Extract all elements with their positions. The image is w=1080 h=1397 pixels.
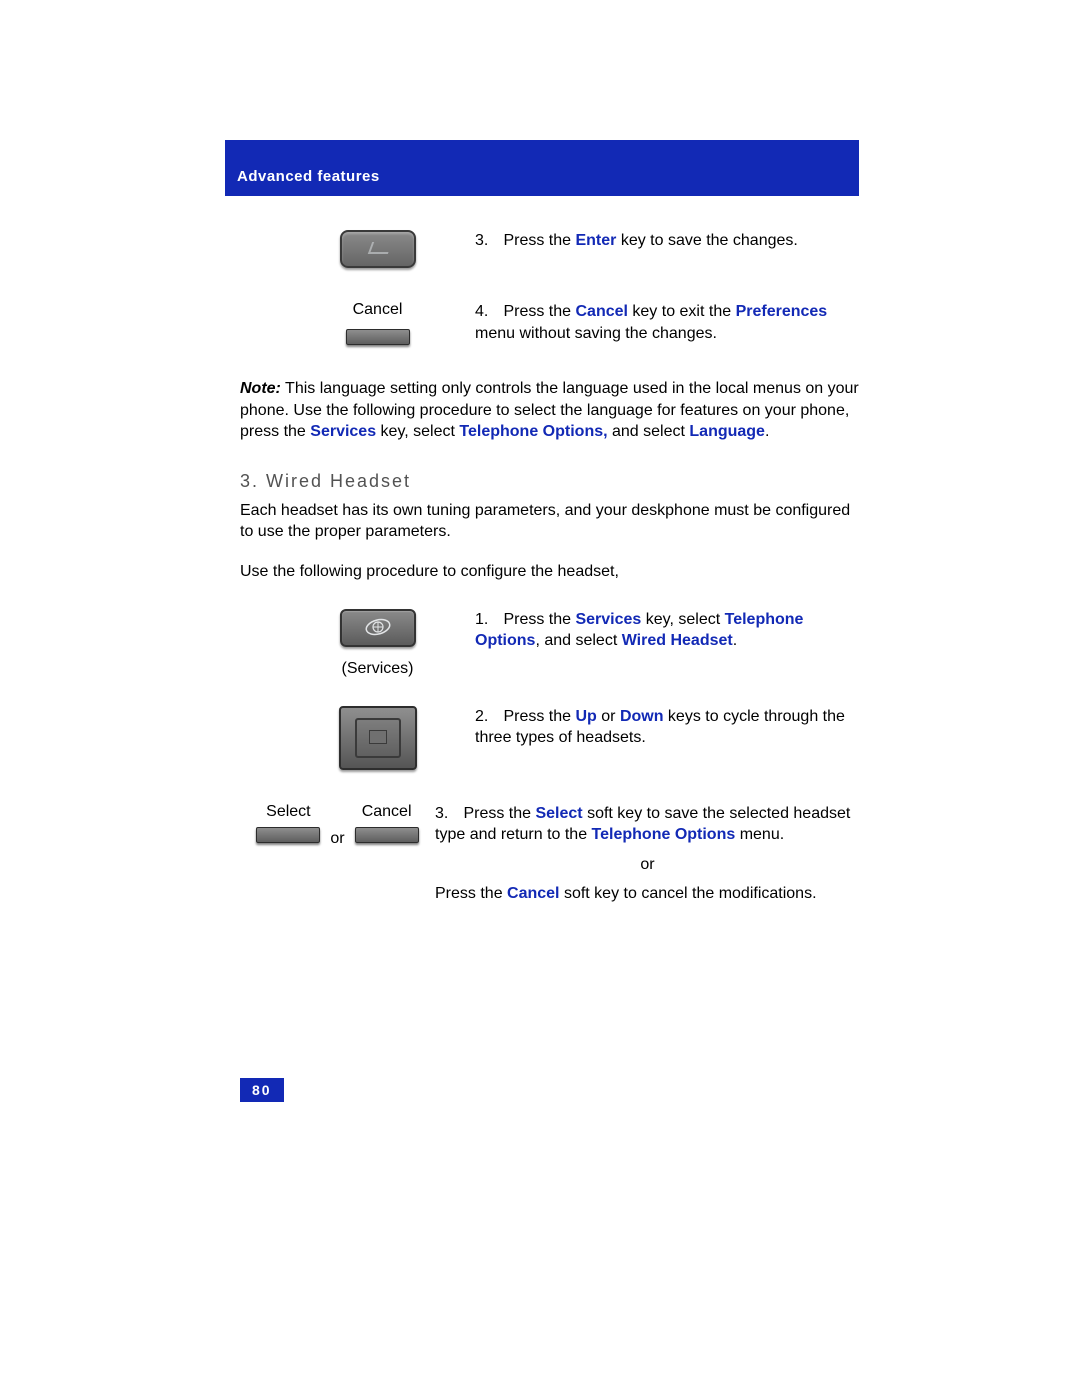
page-number: 80 [240, 1078, 284, 1102]
bstep3-menu: menu. [735, 826, 784, 843]
content-area: 3. Press the Enter key to save the chang… [240, 230, 860, 933]
step4-num: 4. [475, 301, 499, 323]
cancel-softkey-icon [346, 329, 410, 345]
bstep2-down: Down [620, 708, 664, 725]
step4-pre: Press the [503, 303, 575, 320]
bstep3-or-center: or [435, 854, 860, 876]
key-col-select-cancel: Select or Cancel [240, 803, 435, 848]
step3-pre: Press the [503, 232, 575, 249]
cancel-label2: Cancel [355, 803, 419, 821]
step4-mid: key to exit the [628, 303, 736, 320]
step-row-enter: 3. Press the Enter key to save the chang… [240, 230, 860, 273]
note-and-select: and select [608, 423, 690, 440]
step3-post: key to save the changes. [616, 232, 797, 249]
bstep3-text: 3. Press the Select soft key to save the… [435, 803, 860, 905]
bstep2-pre: Press the [503, 708, 575, 725]
bstep3-telopts: Telephone Options [592, 826, 736, 843]
bstep2-or: or [597, 708, 620, 725]
services-key-icon [340, 609, 416, 647]
header-title: Advanced features [237, 168, 380, 185]
bstep1-num: 1. [475, 609, 499, 631]
cancel-key-label: Cancel [280, 301, 475, 319]
step-row-nav: 2. Press the Up or Down keys to cycle th… [240, 706, 860, 775]
select-label: Select [256, 803, 320, 821]
header-bar: Advanced features [225, 140, 859, 196]
bstep1-period: . [733, 632, 737, 649]
step3-bold-enter: Enter [575, 232, 616, 249]
step4-post: menu without saving the changes. [475, 325, 717, 342]
page: Advanced features 3. Press the Enter key… [0, 0, 1080, 1397]
note-period: . [765, 423, 769, 440]
bstep3-select: Select [535, 805, 582, 822]
select-col: Select [256, 803, 320, 848]
key-col-enter [240, 230, 475, 273]
note-telopts: Telephone Options, [459, 423, 607, 440]
step-row-select-cancel: Select or Cancel 3. Press the Select sof… [240, 803, 860, 905]
key-col-cancel: Cancel [240, 301, 475, 350]
bstep3-pre: Press the [463, 805, 535, 822]
note-label: Note: [240, 380, 281, 397]
step-row-cancel: Cancel 4. Press the Cancel key to exit t… [240, 301, 860, 350]
nav-key-icon [339, 706, 417, 770]
bstep1-wired: Wired Headset [622, 632, 733, 649]
step-row-services: (Services) 1. Press the Services key, se… [240, 609, 860, 678]
bstep1-mid1: key, select [641, 611, 724, 628]
key-col-nav [240, 706, 475, 775]
select-softkey-icon [256, 827, 320, 843]
softkey-or: or [330, 830, 344, 848]
bstep3-post2: soft key to cancel the modifications. [560, 885, 817, 902]
step4-cancel-bold: Cancel [575, 303, 627, 320]
step3-text: 3. Press the Enter key to save the chang… [475, 230, 860, 252]
section-para1: Each headset has its own tuning paramete… [240, 500, 860, 543]
step3-num: 3. [475, 230, 499, 252]
key-col-services: (Services) [240, 609, 475, 678]
note-body-mid: key, select [376, 423, 459, 440]
services-key-label: (Services) [280, 660, 475, 678]
bstep1-mid2: , and select [535, 632, 621, 649]
section-heading: 3. Wired Headset [240, 471, 860, 492]
note-block: Note: This language setting only control… [240, 378, 860, 443]
note-services: Services [310, 423, 376, 440]
cancel-softkey-icon2 [355, 827, 419, 843]
bstep2-num: 2. [475, 706, 499, 728]
cancel-col: Cancel [355, 803, 419, 848]
bstep2-text: 2. Press the Up or Down keys to cycle th… [475, 706, 860, 749]
step4-prefs-bold: Preferences [736, 303, 828, 320]
bstep3-cancel: Cancel [507, 885, 559, 902]
bstep1-text: 1. Press the Services key, select Teleph… [475, 609, 860, 652]
enter-key-icon [340, 230, 416, 268]
bstep2-up: Up [575, 708, 596, 725]
bstep3-num: 3. [435, 803, 459, 825]
section-para2: Use the following procedure to configure… [240, 561, 860, 583]
step4-text: 4. Press the Cancel key to exit the Pref… [475, 301, 860, 344]
softkey-pair: Select or Cancel [240, 803, 435, 848]
note-language: Language [689, 423, 765, 440]
bstep1-services: Services [575, 611, 641, 628]
bstep1-pre: Press the [503, 611, 575, 628]
bstep3-pre2: Press the [435, 885, 507, 902]
